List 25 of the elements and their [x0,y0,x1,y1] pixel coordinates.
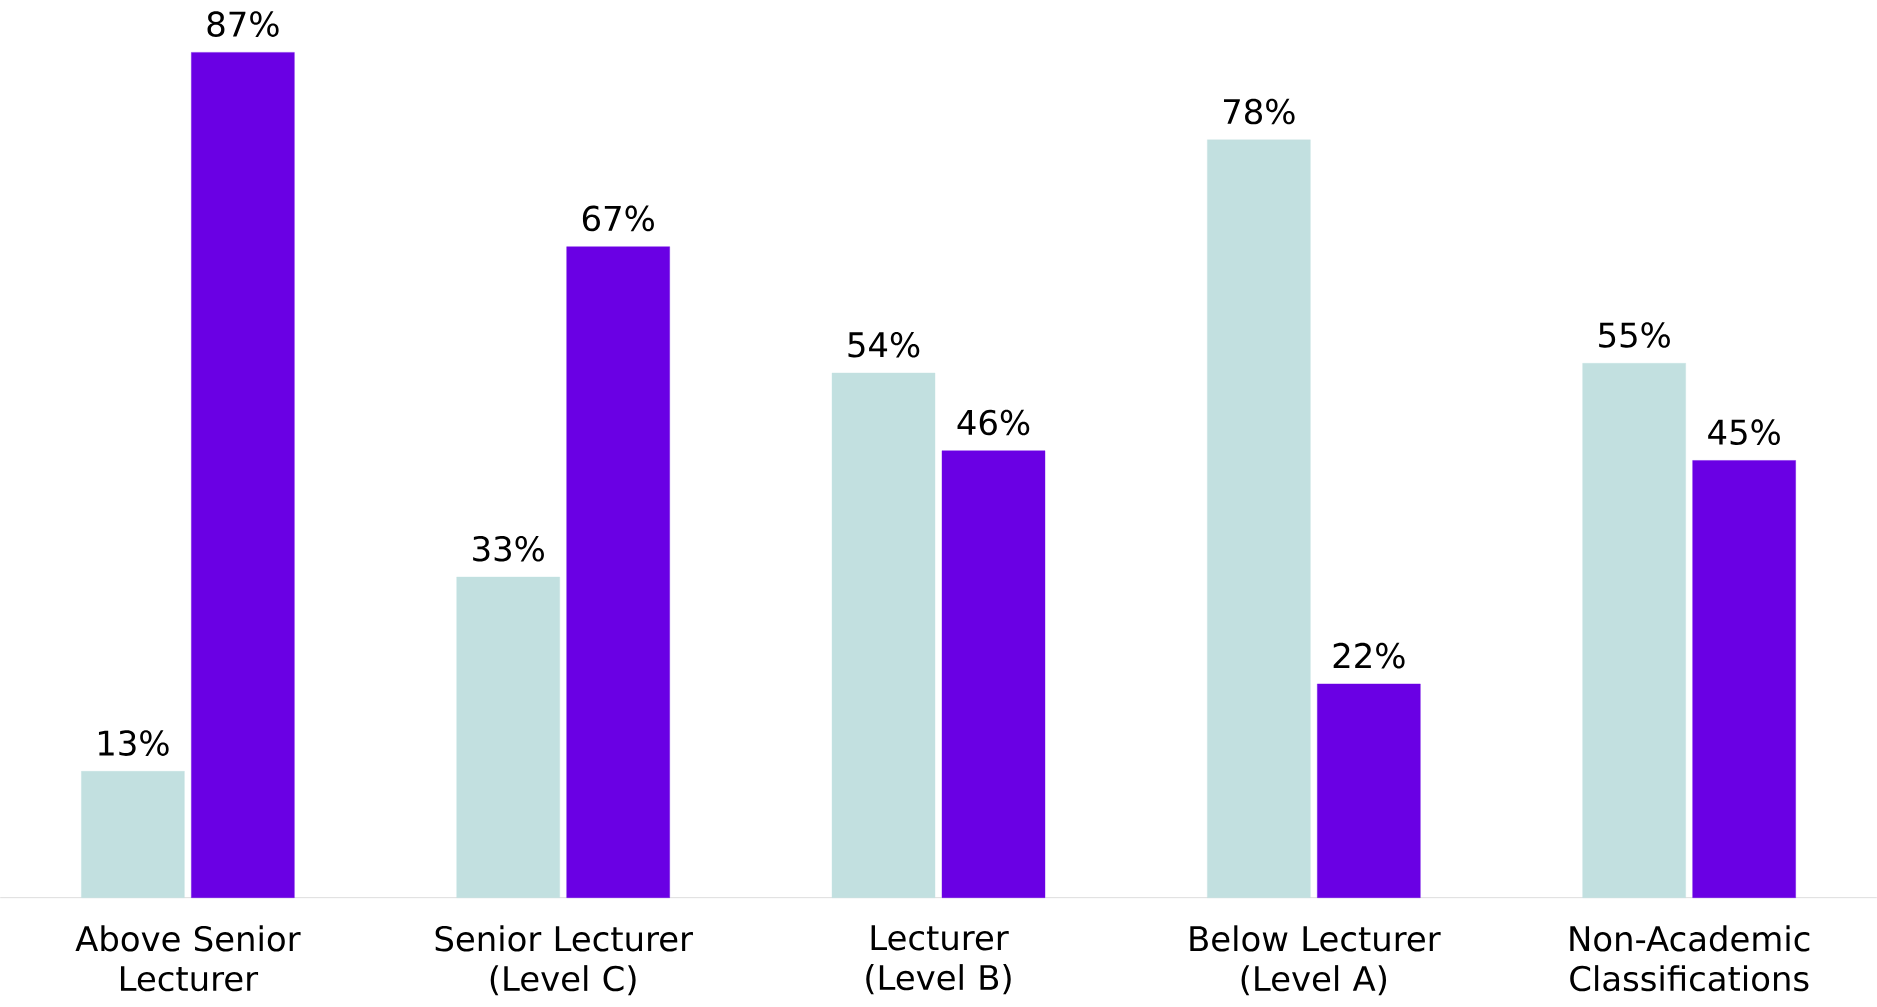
x-tick-label: Below Lecturer (Level A) [1190,925,1441,996]
data-label: 33% [473,536,544,562]
x-tick-label: Non-Academic Classifications [1570,925,1810,992]
data-label: 45% [1708,419,1780,446]
bar [1692,460,1796,899]
data-label: 22% [1333,643,1405,669]
data-label: 87% [207,11,279,38]
bar [456,577,560,899]
bar [941,450,1046,899]
data-label: 67% [582,205,654,232]
bar [566,246,670,899]
x-tick-label: Above Senior Lecturer [75,925,301,992]
bar [1317,683,1421,899]
data-label: 13% [98,730,169,757]
data-label: 78% [1223,98,1295,125]
bar [1582,363,1686,899]
bar [191,52,295,899]
bar [1207,139,1311,899]
x-tick-label: Lecturer (Level B) [866,925,1011,995]
data-label: 46% [957,409,1030,436]
bar [831,373,936,899]
data-label: 54% [848,332,920,358]
data-label: 55% [1599,322,1670,348]
bar [81,771,185,899]
x-tick-label: Senior Lecturer (Level C) [435,925,693,996]
